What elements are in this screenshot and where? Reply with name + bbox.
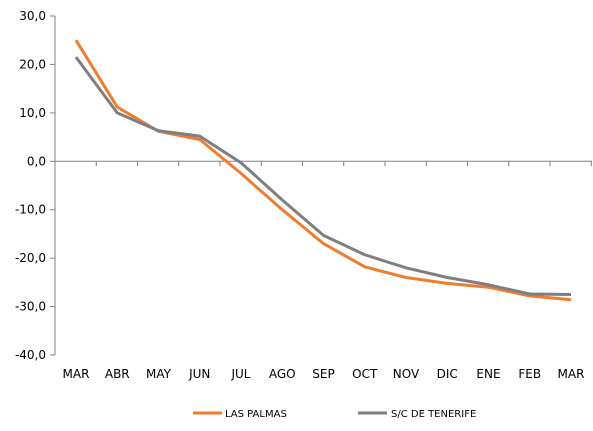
y-tick-label: -10,0 [15, 203, 46, 217]
x-tick-label: ENE [476, 367, 500, 381]
x-tick-label: JUN [188, 367, 210, 381]
x-tick-label: SEP [312, 367, 334, 381]
legend-label-1: LAS PALMAS [225, 409, 287, 420]
y-tick-label: -30,0 [15, 300, 46, 314]
y-tick-label: 0,0 [27, 154, 46, 168]
x-tick-label: MAR [63, 367, 90, 381]
series-line-1 [74, 39, 572, 302]
axes: 30,0 20,0 10,0 0,0 -10,0 -20,0 -30,0 -40,0 MAR AB… [15, 9, 592, 381]
x-tick-label: JUL [230, 367, 250, 381]
legend-label-2: S/C DE TENERIFE [391, 409, 476, 420]
y-tick-label: 10,0 [19, 106, 46, 120]
x-tick-label: MAR [558, 367, 585, 381]
y-tick-label: 30,0 [19, 9, 46, 23]
x-tick-label: OCT [352, 367, 378, 381]
legend: LAS PALMAS S/C DE TENERIFE [193, 409, 476, 420]
x-tick-label: FEB [518, 367, 541, 381]
x-tick-label: ABR [105, 367, 130, 381]
x-tick-label: DIC [437, 367, 458, 381]
x-tick-label: AGO [269, 367, 296, 381]
series-line-2 [74, 56, 572, 296]
y-tick-label: -20,0 [15, 251, 46, 265]
x-tick-label: MAY [146, 367, 172, 381]
y-tick-label: 20,0 [19, 57, 46, 71]
series-lines [74, 39, 572, 302]
x-tick-label: NOV [393, 367, 420, 381]
y-tick-label: -40,0 [15, 348, 46, 362]
